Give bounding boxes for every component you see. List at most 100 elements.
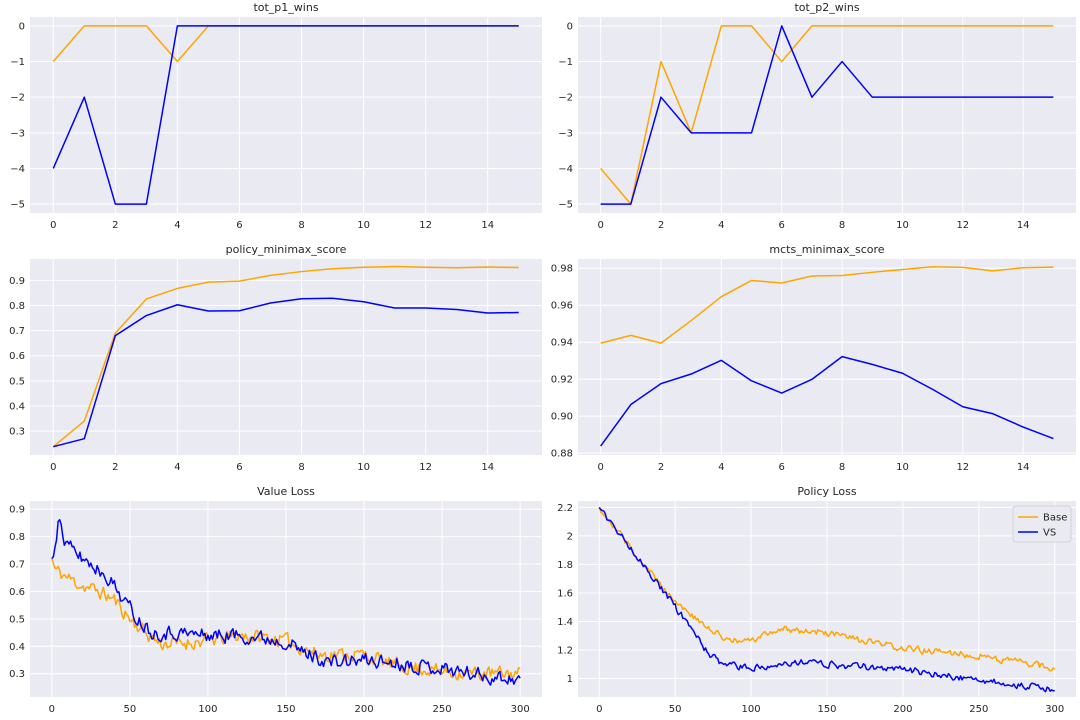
y-tick-label: 0.9 [9,276,25,287]
x-tick-label: 4 [718,220,724,231]
y-tick-label: −5 [558,200,573,211]
series-line-vs [598,506,1055,693]
y-tick-label: 0.4 [9,642,25,653]
y-tick-label: 1 [567,674,573,685]
y-tick-label: 1.6 [557,588,573,599]
y-tick-label: −4 [558,164,573,175]
legend: Base VS [1012,505,1072,543]
x-tick-label: 50 [669,704,682,715]
y-tick-label: 2.2 [557,503,573,514]
x-tick-label: 6 [779,220,785,231]
y-tick-label: 2 [567,531,573,542]
series-line-base [598,507,1056,672]
x-tick-label: 6 [236,462,242,473]
x-tick-label: 14 [1017,220,1030,231]
y-tick-label: 0.6 [9,587,25,598]
subplot-title: policy_minimax_score [226,243,347,256]
x-tick-label: 0 [597,220,603,231]
x-tick-label: 100 [198,704,217,715]
y-tick-label: 0 [567,21,573,32]
x-tick-label: 10 [896,220,909,231]
series-line-vs [600,25,1054,205]
legend-label: VS [1043,528,1056,539]
x-tick-label: 12 [956,462,969,473]
x-tick-label: 10 [896,462,909,473]
x-tick-label: 14 [481,462,494,473]
y-tick-label: 0.7 [9,326,25,337]
x-tick-label: 0 [596,704,602,715]
subplot-title: tot_p2_wins [794,1,859,14]
x-tick-label: 2 [658,462,664,473]
y-tick-label: 0.98 [551,264,573,275]
y-tick-label: −5 [10,200,25,211]
y-tick-label: 0.3 [9,427,25,438]
y-tick-label: −3 [10,128,25,139]
y-tick-label: 0.92 [551,375,573,386]
plot-area [578,17,1076,213]
x-tick-label: 14 [481,220,494,231]
y-tick-label: −3 [558,128,573,139]
subplot-title: mcts_minimax_score [769,243,884,256]
y-tick-label: 0.9 [9,505,25,516]
y-tick-label: 0.8 [9,532,25,543]
series-line-base [600,25,1054,205]
x-tick-label: 150 [276,704,295,715]
y-tick-label: −2 [558,93,573,104]
y-tick-label: −4 [10,164,25,175]
y-tick-label: 0.7 [9,560,25,571]
x-tick-label: 14 [1017,462,1030,473]
subplot-title: Policy Loss [797,485,857,498]
x-tick-label: 10 [357,462,370,473]
subplot-p3: 0 2 4 6 8 10 12 14 0.9 0.8 0.7 0.6 0.5 0.4 0.3 policy_m… [9,243,542,473]
y-tick-label: 0.3 [9,669,25,680]
subplot-p5: 0 50 100 150 200 250 300 0.9 0.8 0.7 0.6 0.5 0.4 0.3 V… [9,485,542,715]
series-line-vs [51,518,521,686]
x-tick-label: 2 [658,220,664,231]
y-tick-label: −1 [10,57,25,68]
x-tick-label: 4 [174,462,180,473]
x-tick-label: 300 [1045,704,1064,715]
x-tick-label: 6 [779,462,785,473]
x-tick-label: 0 [597,462,603,473]
x-tick-label: 0 [50,462,56,473]
y-tick-label: 0.8 [9,301,25,312]
series-line-base [600,266,1054,344]
x-tick-label: 0 [49,704,55,715]
x-tick-label: 8 [839,220,845,231]
series-line-vs [52,25,519,205]
y-tick-label: 1.8 [557,560,573,571]
x-tick-label: 10 [357,220,370,231]
x-tick-label: 4 [174,220,180,231]
series-line-base [51,558,521,681]
x-tick-label: 100 [742,704,761,715]
x-tick-label: 50 [124,704,137,715]
y-tick-label: −1 [558,57,573,68]
x-tick-label: 12 [419,462,432,473]
legend-label: Base [1043,513,1067,524]
y-tick-label: 0.5 [9,614,25,625]
y-tick-label: 0.4 [9,402,25,413]
x-tick-label: 8 [298,462,304,473]
x-tick-label: 12 [956,220,969,231]
subplot-p2: 0 2 4 6 8 10 12 14 0 −1 −2 −3 −4 −5 tot_p2_wins [558,1,1076,231]
subplot-p1: 0 2 4 6 8 10 12 14 0 −1 −2 −3 −4 −5 tot_p1_wins [10,1,542,231]
legend-frame [1012,505,1072,543]
x-tick-label: 150 [817,704,836,715]
subplot-p6: 0 50 100 150 200 250 300 2.2 2 1.8 1.6 1.4 1.2 1 Polic… [557,485,1076,715]
x-tick-label: 6 [236,220,242,231]
subplot-title: Value Loss [257,485,315,498]
x-tick-label: 200 [893,704,912,715]
subplot-title: tot_p1_wins [253,1,318,14]
x-tick-label: 12 [419,220,432,231]
y-tick-label: 0.88 [551,449,573,460]
x-tick-label: 2 [112,220,118,231]
x-tick-label: 250 [433,704,452,715]
x-tick-label: 8 [298,220,304,231]
y-tick-label: 0.6 [9,351,25,362]
y-tick-label: 0.94 [551,338,573,349]
x-tick-label: 0 [50,220,56,231]
plot-area [30,17,542,213]
x-tick-label: 8 [839,462,845,473]
y-tick-label: 0.5 [9,376,25,387]
